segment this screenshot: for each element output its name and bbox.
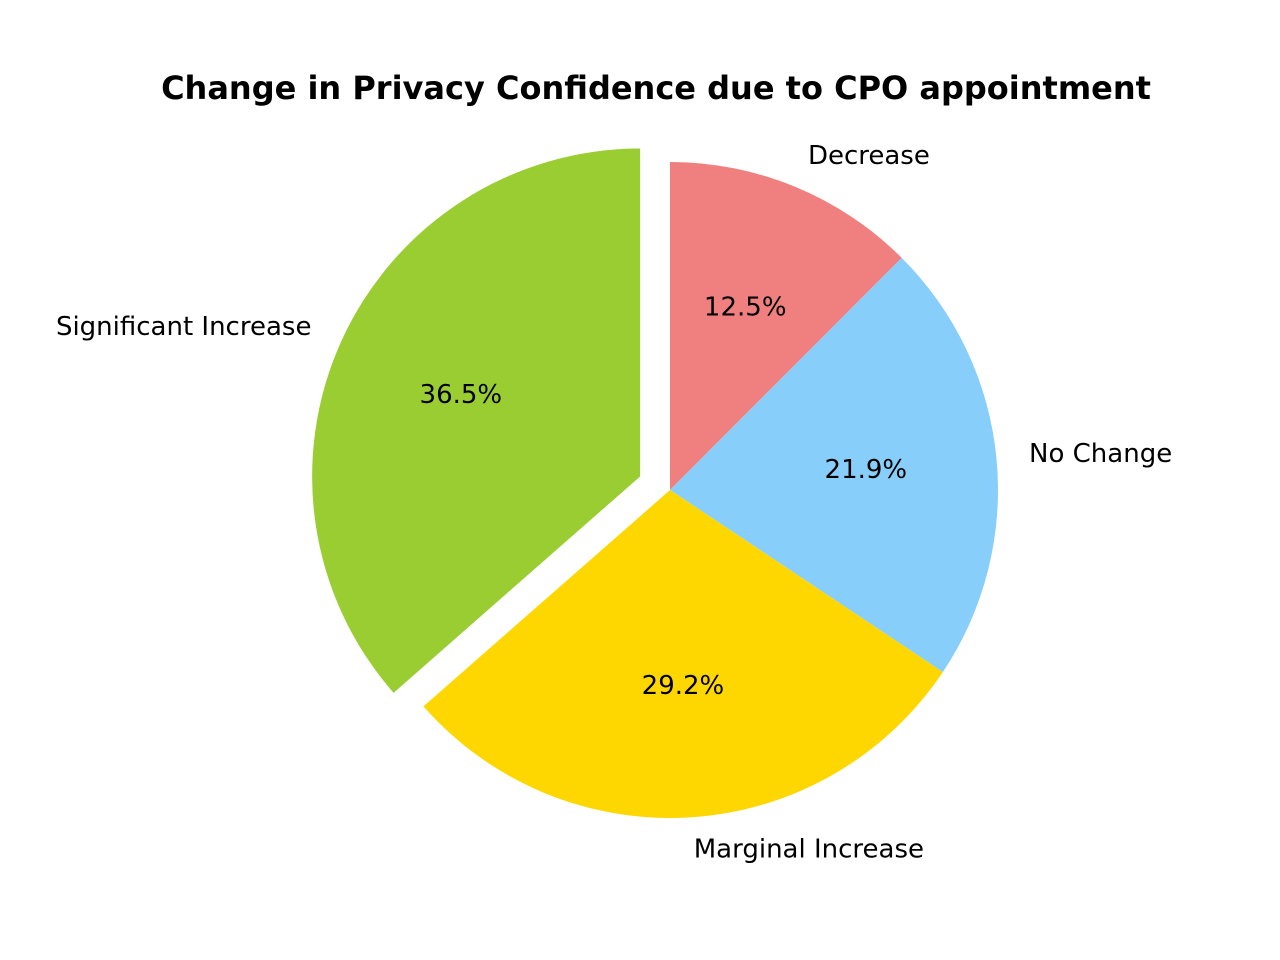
pie-slice-decrease — [670, 162, 902, 490]
pct-label-decrease: 12.5% — [704, 293, 787, 323]
pie-slice-no-change — [670, 257, 998, 673]
slice-label-decrease: Decrease — [808, 141, 930, 171]
slice-label-significant-increase: Significant Increase — [56, 312, 312, 342]
pie-slices — [312, 148, 998, 819]
pct-label-marginal-increase: 29.2% — [642, 671, 725, 701]
pie-labels: 12.5% Decrease 21.9% No Change 29.2% Marginal… — [56, 141, 1172, 864]
pie-slice-significant-increase — [312, 148, 641, 693]
pct-label-no-change: 21.9% — [825, 455, 908, 485]
pie-slice-marginal-increase — [423, 490, 943, 819]
chart-title: Change in Privacy Confidence due to CPO … — [161, 69, 1151, 107]
slice-label-marginal-increase: Marginal Increase — [694, 835, 924, 865]
slice-label-no-change: No Change — [1029, 439, 1172, 469]
pct-label-significant-increase: 36.5% — [420, 380, 503, 410]
